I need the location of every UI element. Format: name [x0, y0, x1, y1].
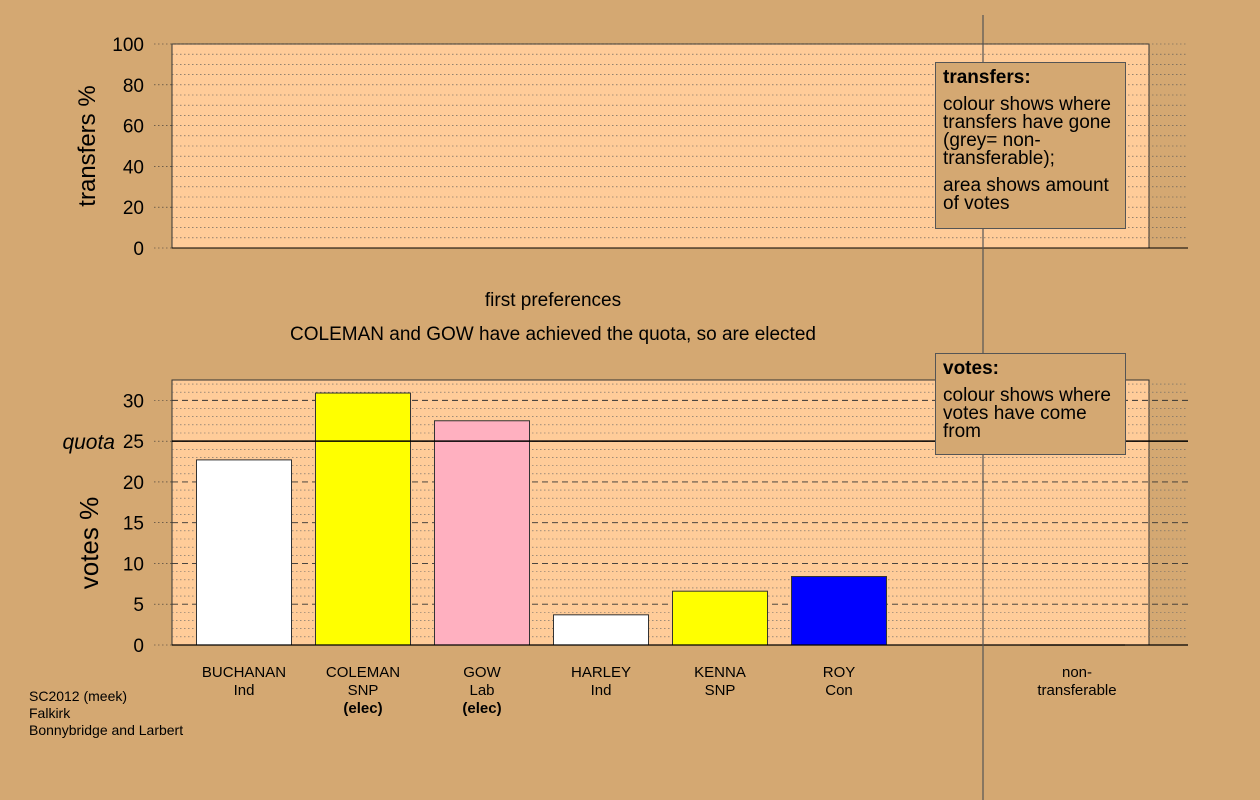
candidate-name: KENNA: [694, 664, 746, 681]
source-info: SC2012 (meek) Falkirk Bonnybridge and La…: [29, 688, 183, 739]
votes-legend-desc1: colour shows where votes have come from: [943, 385, 1111, 442]
bar-kenna: [672, 590, 768, 646]
stage-label: first preferences: [485, 290, 621, 311]
transfers-legend-desc1: colour shows where transfers have gone (…: [943, 94, 1111, 169]
bar-harley: [553, 614, 649, 646]
transfers-legend-desc2: area shows amount of votes: [943, 175, 1109, 214]
transfers-legend: transfers: colour shows where transfers …: [935, 62, 1126, 229]
candidate-party: SNP: [705, 682, 736, 699]
transfers-tick-label: 60: [123, 117, 144, 138]
transfers-tick-label: 80: [123, 76, 144, 97]
candidate-name: BUCHANAN: [202, 664, 286, 681]
transfers-legend-title: transfers:: [943, 67, 1031, 88]
bar-coleman: [315, 392, 411, 646]
source-line-1: SC2012 (meek): [29, 688, 128, 704]
candidate-labels: BUCHANANIndCOLEMANSNP(elec)GOWLab(elec)H…: [202, 664, 855, 717]
bar-gow: [434, 420, 530, 646]
transfers-y-axis-label: transfers %: [74, 85, 101, 206]
candidate-name: HARLEY: [571, 664, 631, 681]
votes-tick-label: 5: [133, 595, 144, 616]
candidate-party: Con: [825, 682, 853, 699]
votes-tick-label: 15: [123, 514, 144, 535]
candidate-status: (elec): [343, 700, 382, 717]
bar-roy: [791, 576, 887, 646]
count-message: COLEMAN and GOW have achieved the quota,…: [290, 324, 816, 345]
transfers-tick-label: 0: [133, 239, 144, 260]
votes-y-ticks: 0 5 10 15 20 25 30: [123, 391, 172, 657]
votes-tick-label: 10: [123, 554, 144, 575]
candidate-party: Lab: [469, 682, 494, 699]
transfers-gridlines: [172, 43, 1188, 239]
votes-tick-label: 30: [123, 391, 144, 412]
nontransferable-label-line1: non-: [1062, 664, 1092, 681]
transfers-tick-label: 100: [112, 35, 144, 56]
quota-label: quota: [62, 431, 115, 454]
source-line-3: Bonnybridge and Larbert: [29, 722, 184, 738]
candidate-name: ROY: [823, 664, 856, 681]
candidate-name: GOW: [463, 664, 501, 681]
candidate-name: COLEMAN: [326, 664, 400, 681]
transfers-tick-label: 40: [123, 157, 144, 178]
candidate-party: Ind: [591, 682, 612, 699]
source-line-2: Falkirk: [29, 705, 71, 721]
votes-tick-label: 0: [133, 636, 144, 657]
votes-tick-label: 25: [123, 432, 144, 453]
votes-bars: [196, 392, 887, 646]
transfers-tick-label: 20: [123, 198, 144, 219]
bar-buchanan: [196, 459, 292, 646]
candidate-status: (elec): [462, 700, 501, 717]
nontransferable-label-line2: transferable: [1037, 682, 1116, 699]
transfers-y-ticks: 0 20 40 60 80 100: [112, 35, 1188, 260]
votes-y-axis-label: votes %: [74, 497, 104, 590]
candidate-party: Ind: [234, 682, 255, 699]
candidate-party: SNP: [348, 682, 379, 699]
votes-legend: votes: colour shows where votes have com…: [935, 353, 1126, 455]
votes-tick-label: 20: [123, 473, 144, 494]
votes-legend-title: votes:: [943, 358, 999, 379]
